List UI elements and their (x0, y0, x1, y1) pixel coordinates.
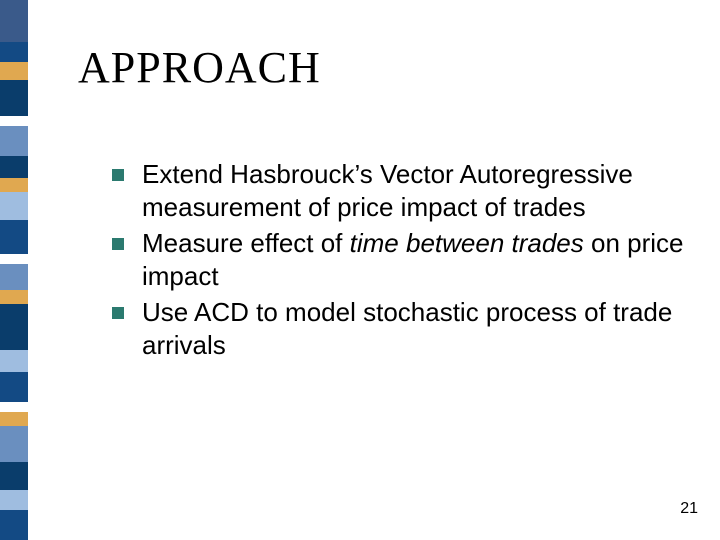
bullet-text: Use ACD to model stochastic process of t… (142, 296, 692, 361)
decor-block (0, 62, 28, 80)
decor-block (0, 178, 28, 192)
decor-block (0, 402, 28, 412)
bullet-text-pre: Extend Hasbrouck’s Vector Autoregressive… (142, 159, 633, 222)
decor-block (0, 220, 28, 254)
page-number: 21 (680, 500, 698, 518)
bullet-marker-icon (112, 238, 124, 250)
decor-block (0, 42, 28, 62)
decor-block (0, 80, 28, 116)
decor-block (0, 254, 28, 264)
decor-block (0, 426, 28, 462)
decor-block (0, 304, 28, 350)
decor-block (0, 350, 28, 372)
bullet-text-pre: Use ACD to model stochastic process of t… (142, 297, 672, 360)
decor-block (0, 116, 28, 126)
list-item: Extend Hasbrouck’s Vector Autoregressive… (112, 158, 692, 223)
bullet-text-italic: time between trades (350, 228, 584, 258)
bullet-text: Measure effect of time between trades on… (142, 227, 692, 292)
decor-block (0, 126, 28, 156)
decor-block (0, 264, 28, 290)
decorative-strip (0, 0, 28, 540)
bullet-text-pre: Measure effect of (142, 228, 350, 258)
bullet-list: Extend Hasbrouck’s Vector Autoregressive… (112, 158, 692, 365)
decor-block (0, 372, 28, 402)
bullet-text: Extend Hasbrouck’s Vector Autoregressive… (142, 158, 692, 223)
decor-block (0, 462, 28, 490)
decor-block (0, 0, 28, 42)
decor-block (0, 412, 28, 426)
bullet-marker-icon (112, 169, 124, 181)
list-item: Measure effect of time between trades on… (112, 227, 692, 292)
decor-block (0, 156, 28, 178)
decor-block (0, 490, 28, 510)
decor-block (0, 192, 28, 220)
bullet-marker-icon (112, 307, 124, 319)
decor-block (0, 290, 28, 304)
slide-title: APPROACH (78, 42, 321, 93)
list-item: Use ACD to model stochastic process of t… (112, 296, 692, 361)
decor-block (0, 510, 28, 540)
